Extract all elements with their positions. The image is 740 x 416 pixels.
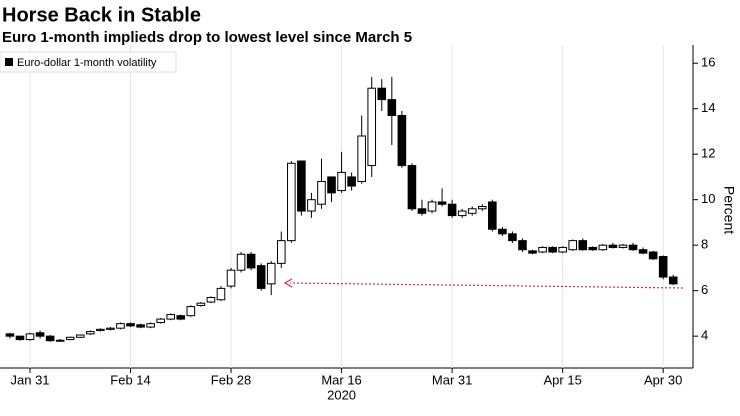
candle-body xyxy=(266,262,276,285)
candle-body xyxy=(196,302,206,306)
candle-body xyxy=(648,251,658,260)
candle-body xyxy=(45,335,55,342)
x-tick-label: Apr 15 xyxy=(544,372,582,387)
candle-body xyxy=(55,339,65,342)
y-tick-label: 8 xyxy=(701,237,708,252)
candle-body xyxy=(287,162,296,242)
candle-body xyxy=(156,318,165,324)
candle-body xyxy=(15,335,25,341)
candle-body xyxy=(317,180,326,205)
candle-body xyxy=(668,276,678,285)
candle-body xyxy=(658,256,668,278)
candle-body xyxy=(166,314,176,320)
y-tick-label: 10 xyxy=(701,191,715,206)
candle-body xyxy=(598,244,608,251)
candle-body xyxy=(357,135,366,182)
candle-body xyxy=(467,208,477,214)
x-tick-label: Mar 16 xyxy=(321,372,361,387)
x-tick-label: Apr 30 xyxy=(644,372,682,387)
candle-body xyxy=(176,315,186,320)
legend-label: Euro-dollar 1-month volatility xyxy=(17,57,157,69)
candle-body xyxy=(427,201,437,212)
candle-body xyxy=(498,228,507,235)
candle-body xyxy=(508,233,517,242)
year-label: 2020 xyxy=(327,387,356,402)
candle-body xyxy=(417,208,427,214)
candle-body xyxy=(347,176,356,187)
candle-body xyxy=(528,250,537,254)
candle-body xyxy=(5,333,15,337)
candle-body xyxy=(276,240,286,264)
candle-body xyxy=(578,240,588,251)
candle-body xyxy=(297,160,306,212)
candle-body xyxy=(558,246,567,253)
candle-body xyxy=(136,324,145,328)
candle-body xyxy=(538,246,547,253)
x-tick-label: Feb 14 xyxy=(110,372,150,387)
candle-body xyxy=(518,240,527,251)
x-tick-label: Mar 31 xyxy=(432,372,472,387)
candle-body xyxy=(96,328,105,331)
candle-body xyxy=(216,287,226,301)
candle-body xyxy=(236,253,246,271)
candle-body xyxy=(407,165,417,210)
y-tick-label: 4 xyxy=(701,328,708,343)
candle-body xyxy=(75,334,85,338)
candle-body xyxy=(186,306,196,317)
candle-body xyxy=(457,210,467,217)
candle-body xyxy=(246,253,256,269)
candle-body xyxy=(638,249,648,254)
candle-body xyxy=(608,244,618,248)
candle-body xyxy=(307,199,316,212)
candle-body xyxy=(387,99,397,117)
x-tick-label: Feb 28 xyxy=(211,372,251,387)
y-tick-label: 12 xyxy=(701,146,715,161)
candle-body xyxy=(477,206,487,210)
candle-body xyxy=(628,244,638,251)
candle-body xyxy=(86,331,95,335)
y-tick-label: 14 xyxy=(701,100,715,115)
candle-body xyxy=(397,115,407,167)
candle-body xyxy=(116,323,125,329)
legend-swatch xyxy=(5,58,13,66)
candle-body xyxy=(65,336,75,341)
candle-body xyxy=(447,203,457,217)
candle-body xyxy=(126,323,135,327)
candle-body xyxy=(35,332,45,337)
y-tick-label: 16 xyxy=(701,55,715,70)
y-tick-label: 6 xyxy=(701,282,708,297)
candle-body xyxy=(226,269,236,287)
x-tick-label: Jan 31 xyxy=(11,372,50,387)
candle-body xyxy=(25,333,35,341)
candle-body xyxy=(327,176,336,194)
candle-body xyxy=(618,244,628,248)
candle-body xyxy=(377,87,387,101)
candle-body xyxy=(256,265,266,289)
candle-body xyxy=(437,201,447,205)
candle-body xyxy=(568,240,578,251)
candle-body xyxy=(488,201,497,230)
legend-box xyxy=(0,51,177,73)
candle-body xyxy=(548,246,557,253)
annotation-arrow xyxy=(283,278,684,289)
candle-body xyxy=(106,327,115,330)
candle-body xyxy=(367,87,377,167)
y-axis-label: Percent xyxy=(721,186,737,234)
candle-body xyxy=(337,171,346,192)
candle-body xyxy=(206,296,216,303)
candle-body xyxy=(588,246,598,251)
chart-subtitle: Euro 1-month implieds drop to lowest lev… xyxy=(2,29,412,46)
candle-body xyxy=(146,323,155,328)
chart-title: Horse Back in Stable xyxy=(2,4,201,26)
